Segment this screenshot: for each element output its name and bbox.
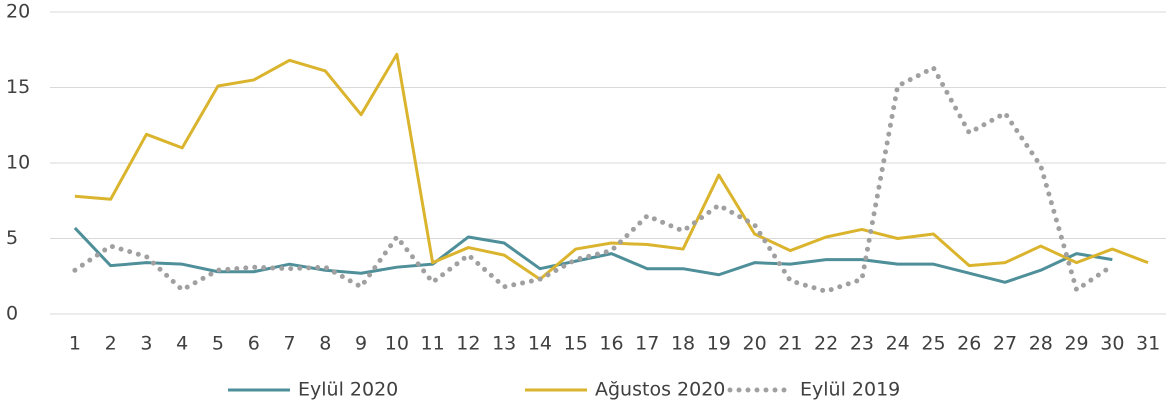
x-tick-label: 28	[1029, 333, 1053, 355]
x-tick-label: 13	[492, 333, 516, 355]
x-tick-label: 11	[421, 333, 445, 355]
x-tick-label: 12	[456, 333, 480, 355]
y-tick-label: 5	[6, 227, 18, 249]
y-tick-label: 0	[6, 303, 18, 325]
x-tick-label: 31	[1136, 333, 1160, 355]
x-tick-label: 27	[993, 333, 1017, 355]
x-tick-label: 26	[957, 333, 981, 355]
x-tick-label: 8	[319, 333, 331, 355]
x-tick-label: 29	[1064, 333, 1088, 355]
x-tick-label: 20	[743, 333, 767, 355]
x-tick-label: 14	[528, 333, 552, 355]
x-tick-label: 23	[850, 333, 874, 355]
x-tick-label: 19	[707, 333, 731, 355]
x-tick-label: 17	[635, 333, 659, 355]
x-tick-label: 2	[105, 333, 117, 355]
y-tick-label: 10	[6, 152, 30, 174]
y-tick-label: 20	[6, 1, 30, 23]
series-line	[72, 65, 1115, 294]
x-tick-label: 30	[1100, 333, 1124, 355]
x-tick-label: 10	[385, 333, 409, 355]
series-line	[73, 226, 1113, 284]
x-tick-label: 3	[140, 333, 152, 355]
x-tick-label: 1	[69, 333, 81, 355]
x-tick-label: 6	[248, 333, 260, 355]
x-tick-label: 18	[671, 333, 695, 355]
x-tick-label: 16	[599, 333, 623, 355]
series-line	[74, 52, 1149, 281]
x-tick-label: 22	[814, 333, 838, 355]
x-tick-label: 4	[176, 333, 188, 355]
x-tick-label: 15	[564, 333, 588, 355]
x-tick-label: 9	[355, 333, 367, 355]
x-tick-label: 21	[778, 333, 802, 355]
x-tick-label: 7	[283, 333, 295, 355]
legend-label: Ağustos 2020	[595, 379, 725, 401]
x-tick-label: 24	[886, 333, 910, 355]
x-tick-label: 5	[212, 333, 224, 355]
x-tick-label: 25	[921, 333, 945, 355]
legend-label: Eylül 2020	[298, 379, 398, 401]
y-tick-label: 15	[6, 76, 30, 98]
legend-label: Eylül 2019	[800, 379, 900, 401]
